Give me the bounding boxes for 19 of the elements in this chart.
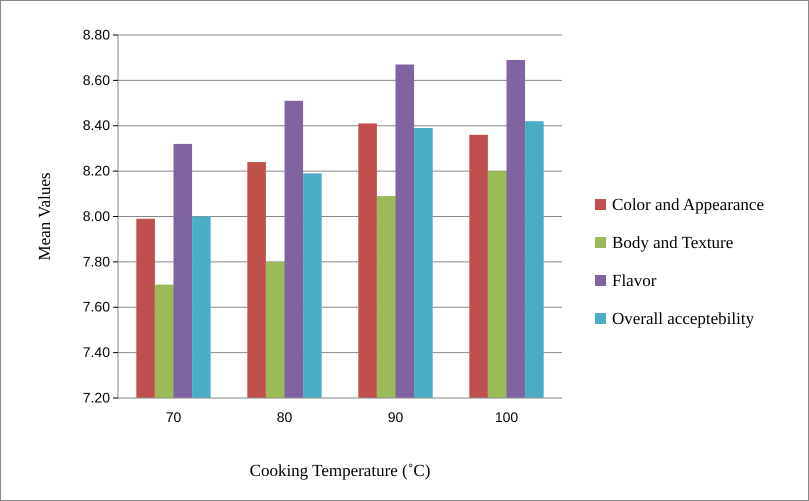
y-tick-label: 7.60 [82, 298, 110, 315]
x-axis-title: Cooking Temperature (˚C) [250, 461, 430, 480]
y-tick-label: 7.80 [82, 253, 110, 270]
x-tick-label: 100 [494, 408, 518, 425]
legend-label: Body and Texture [612, 233, 734, 252]
y-tick-label: 8.40 [82, 117, 110, 134]
x-tick-label: 70 [166, 408, 182, 425]
y-tick-label: 8.60 [82, 72, 110, 88]
y-tick-label: 8.80 [82, 26, 110, 42]
legend-label: Flavor [612, 271, 657, 290]
x-tick-label: 90 [388, 408, 404, 425]
y-tick-label: 7.40 [82, 344, 110, 360]
y-tick-label: 8.00 [82, 208, 110, 224]
y-tick-label: 7.20 [82, 389, 110, 406]
x-tick-label: 80 [276, 408, 292, 425]
y-axis-title: Mean Values [35, 172, 54, 260]
y-tick-label: 8.20 [82, 162, 110, 179]
legend-label: Color and Appearance [612, 195, 764, 214]
legend-label: Overall acceptebility [612, 309, 755, 328]
